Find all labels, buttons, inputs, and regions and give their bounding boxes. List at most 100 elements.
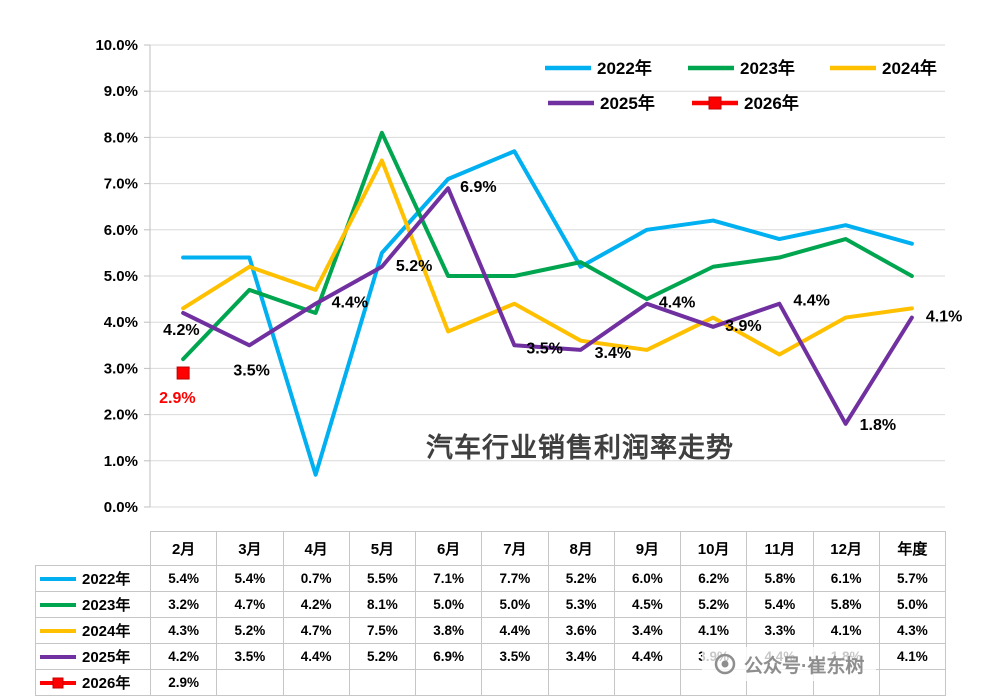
table-cell: 4.5% bbox=[613, 591, 682, 618]
table-cell: 3.6% bbox=[547, 617, 615, 644]
table-row-2023年: 2023年 3.2% 4.7% 4.2% 8.1% 5.0% 5.0% 5.3% 4.5% 5.2… bbox=[35, 591, 947, 618]
table-cell: 4.3% bbox=[149, 617, 218, 644]
row-header-cell: 2024年 bbox=[35, 617, 151, 644]
column-header: 年度 bbox=[878, 531, 947, 566]
table-cell: 7.1% bbox=[414, 565, 483, 592]
table-cell: 4.2% bbox=[149, 643, 218, 670]
table-cell bbox=[613, 669, 682, 696]
series-name: 2022年 bbox=[82, 571, 131, 588]
row-header-cell: 2025年 bbox=[35, 643, 151, 670]
data-label: 2.9% bbox=[159, 390, 195, 407]
table-cell bbox=[348, 669, 417, 696]
series-name: 2024年 bbox=[82, 623, 131, 640]
table-cell: 4.1% bbox=[679, 617, 748, 644]
watermark: 公众号·崔东树 bbox=[702, 647, 877, 681]
y-axis-label: 10.0% bbox=[95, 37, 138, 54]
table-row-2024年: 2024年 4.3% 5.2% 4.7% 7.5% 3.8% 4.4% 3.6% 3.4% 4.1… bbox=[35, 617, 947, 644]
table-cell: 6.9% bbox=[414, 643, 483, 670]
column-header: 4月 bbox=[282, 531, 350, 566]
data-label: 4.2% bbox=[163, 322, 199, 339]
table-cell: 5.2% bbox=[348, 643, 417, 670]
column-header: 9月 bbox=[613, 531, 682, 566]
table-cell: 8.1% bbox=[348, 591, 417, 618]
series-line-2025年 bbox=[181, 186, 914, 426]
table-cell: 3.2% bbox=[149, 591, 218, 618]
table-cell: 7.7% bbox=[481, 565, 549, 592]
series-name: 2023年 bbox=[82, 597, 131, 614]
data-table: 2月 3月 4月 5月 6月 7月 8月 9月 10月 11月 12月 年度 2022年 5.4% 5.4%… bbox=[35, 531, 947, 696]
table-cell: 3.4% bbox=[547, 643, 615, 670]
data-label: 3.5% bbox=[526, 340, 562, 357]
series-name: 2026年 bbox=[82, 675, 131, 692]
table-cell bbox=[414, 669, 483, 696]
table-cell: 0.7% bbox=[282, 565, 350, 592]
data-label: 1.8% bbox=[860, 417, 896, 434]
table-cell: 5.4% bbox=[746, 591, 814, 618]
table-cell: 4.1% bbox=[812, 617, 880, 644]
table-cell bbox=[216, 669, 284, 696]
table-row-2022年: 2022年 5.4% 5.4% 0.7% 5.5% 7.1% 7.7% 5.2% 6.0% 6.2… bbox=[35, 565, 947, 592]
series-name: 2025年 bbox=[82, 649, 131, 666]
series-glyph bbox=[40, 628, 76, 633]
table-cell bbox=[481, 669, 549, 696]
table-corner-cell bbox=[35, 531, 151, 566]
row-header-cell: 2023年 bbox=[35, 591, 151, 618]
table-cell: 7.5% bbox=[348, 617, 417, 644]
column-header: 7月 bbox=[481, 531, 549, 566]
table-cell: 5.2% bbox=[216, 617, 284, 644]
table-cell: 3.5% bbox=[216, 643, 284, 670]
table-cell: 5.2% bbox=[679, 591, 748, 618]
y-axis-label: 3.0% bbox=[104, 360, 138, 377]
chart-title: 汽车行业销售利润率走势 bbox=[426, 433, 734, 463]
table-cell: 5.0% bbox=[481, 591, 549, 618]
table-cell: 5.8% bbox=[812, 591, 880, 618]
table-cell: 4.4% bbox=[282, 643, 350, 670]
table-cell: 5.3% bbox=[547, 591, 615, 618]
table-cell: 6.2% bbox=[679, 565, 748, 592]
series-glyph bbox=[40, 602, 76, 607]
column-header: 2月 bbox=[149, 531, 218, 566]
y-axis-label: 7.0% bbox=[104, 176, 138, 193]
data-label: 5.2% bbox=[396, 258, 432, 275]
row-header-cell: 2022年 bbox=[35, 565, 151, 592]
y-axis-label: 6.0% bbox=[104, 222, 138, 239]
column-header: 12月 bbox=[812, 531, 880, 566]
column-header: 6月 bbox=[414, 531, 483, 566]
table-cell: 3.4% bbox=[613, 617, 682, 644]
data-label: 3.5% bbox=[233, 362, 269, 379]
legend-marker-2026年 bbox=[708, 96, 722, 110]
column-header: 11月 bbox=[746, 531, 814, 566]
legend-label-2026年: 2026年 bbox=[744, 93, 799, 113]
table-cell: 4.3% bbox=[878, 617, 947, 644]
y-axis-label: 5.0% bbox=[104, 268, 138, 285]
series-glyph bbox=[40, 677, 76, 688]
row-header-cell: 2026年 bbox=[35, 669, 151, 696]
table-cell: 4.2% bbox=[282, 591, 350, 618]
y-axis-label: 9.0% bbox=[104, 83, 138, 100]
table-cell: 5.0% bbox=[414, 591, 483, 618]
table-cell: 4.7% bbox=[282, 617, 350, 644]
data-label: 4.1% bbox=[926, 309, 962, 326]
y-axis-label: 4.0% bbox=[104, 314, 138, 331]
legend-label-2024年: 2024年 bbox=[882, 58, 937, 78]
column-header: 8月 bbox=[547, 531, 615, 566]
table-cell: 5.0% bbox=[878, 591, 947, 618]
table-cell: 2.9% bbox=[149, 669, 218, 696]
aperture-icon bbox=[714, 653, 736, 675]
data-label: 3.4% bbox=[595, 345, 631, 362]
data-label: 4.4% bbox=[793, 293, 829, 310]
table-cell bbox=[282, 669, 350, 696]
column-header: 3月 bbox=[216, 531, 284, 566]
table-cell bbox=[547, 669, 615, 696]
series-marker-2026年 bbox=[176, 366, 190, 380]
y-axis-label: 8.0% bbox=[104, 129, 138, 146]
table-cell: 6.1% bbox=[812, 565, 880, 592]
watermark-text: 公众号·崔东树 bbox=[744, 655, 865, 677]
table-cell: 5.7% bbox=[878, 565, 947, 592]
legend-label-2022年: 2022年 bbox=[597, 58, 652, 78]
table-cell: 6.0% bbox=[613, 565, 682, 592]
table-cell: 4.1% bbox=[878, 643, 947, 670]
y-axis-label: 0.0% bbox=[104, 499, 138, 516]
y-axis-label: 1.0% bbox=[104, 453, 138, 470]
